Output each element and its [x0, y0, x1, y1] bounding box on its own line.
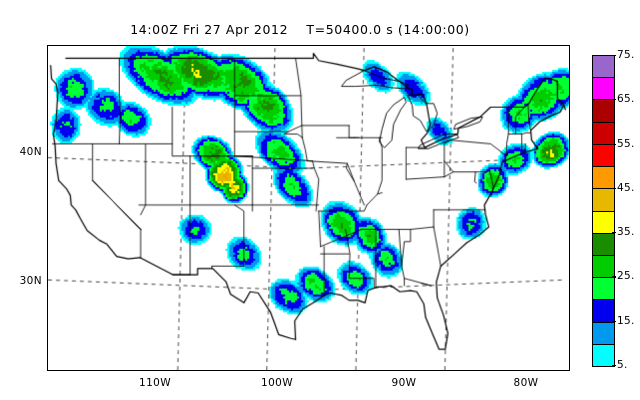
- colorbar-band-55-60: [593, 122, 614, 145]
- colorbar-band-35-40: [593, 211, 614, 234]
- colorbar-band-15-20: [593, 300, 614, 323]
- reflectivity-canvas: [48, 46, 569, 370]
- y-axis-label-30n: 30N: [19, 275, 42, 287]
- colorbar-tick-labels: 75. 65. 55. 45. 35. 25. 15. 5.: [612, 49, 640, 371]
- x-axis-label-80w: 80W: [513, 377, 539, 389]
- colorbar-band-50-55: [593, 144, 614, 168]
- colorbar-tick-mark: [612, 232, 616, 234]
- colorbar-tick-mark: [612, 276, 616, 278]
- colorbar-tick-15: 15.: [617, 314, 635, 327]
- colorbar: [592, 55, 615, 367]
- colorbar-tick-mark: [612, 187, 616, 190]
- colorbar-tick-35: 35.: [617, 226, 635, 239]
- colorbar-band-10-15: [593, 322, 614, 345]
- colorbar-tick-55: 55.: [617, 137, 635, 150]
- colorbar-tick-mark: [612, 99, 616, 101]
- y-axis-label-40n: 40N: [19, 146, 42, 158]
- colorbar-tick-mark: [612, 143, 616, 145]
- colorbar-tick-65: 65.: [617, 93, 635, 106]
- colorbar-tick-mark: [612, 320, 616, 322]
- colorbar-band-70-75: [593, 56, 614, 79]
- x-axis-label-100w: 100W: [260, 377, 294, 389]
- x-axis-label-110w: 110W: [138, 377, 172, 389]
- colorbar-band-45-50: [593, 167, 614, 190]
- colorbar-band-65-70: [593, 78, 614, 101]
- colorbar-band-25-30: [593, 255, 614, 279]
- colorbar-band-30-35: [593, 233, 614, 256]
- colorbar-tick-45: 45.: [617, 181, 635, 194]
- colorbar-tick-mark: [612, 365, 616, 367]
- colorbar-band-40-45: [593, 189, 614, 212]
- colorbar-tick-mark: [612, 55, 616, 57]
- x-axis-label-90w: 90W: [391, 377, 417, 389]
- colorbar-band-60-65: [593, 100, 614, 123]
- colorbar-tick-75: 75.: [617, 49, 635, 61]
- plot-title: 14:00Z Fri 27 Apr 2012 T=50400.0 s (14:0…: [130, 22, 470, 37]
- colorbar-band-20-25: [593, 278, 614, 301]
- colorbar-tick-25: 25.: [617, 270, 635, 283]
- colorbar-band-5-10: [593, 344, 614, 367]
- colorbar-tick-5: 5.: [617, 359, 628, 371]
- map-plot-area: [47, 45, 570, 371]
